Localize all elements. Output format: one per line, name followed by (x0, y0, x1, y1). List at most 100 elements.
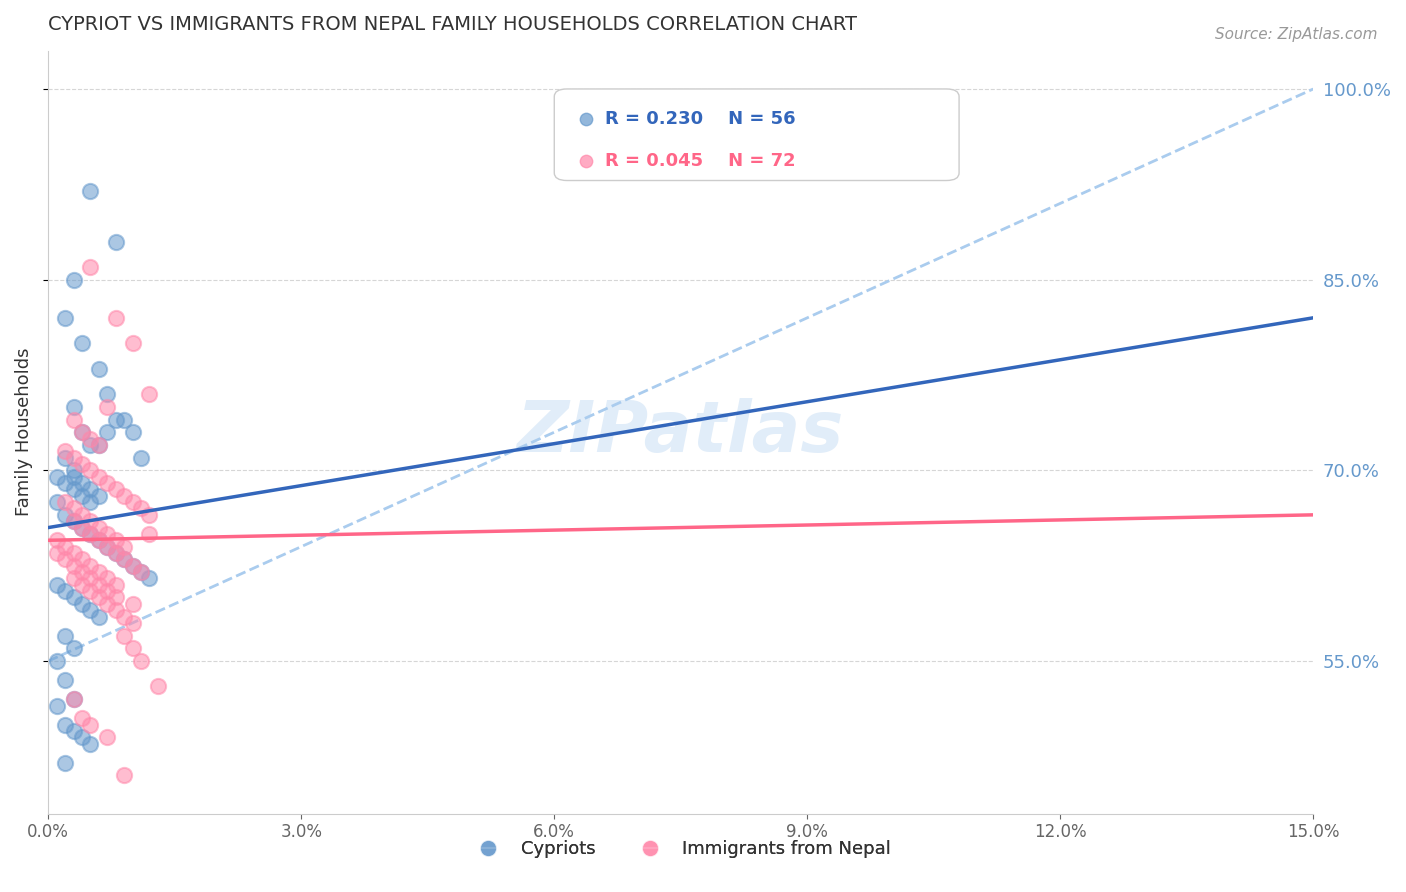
Point (70, 425, 93, 440)
Point (53, 629, 76, 643)
Point (87, 361, 110, 376)
Point (79, 558, 101, 573)
Point (53, 310, 76, 325)
Text: R = 0.045    N = 72: R = 0.045 N = 72 (605, 153, 796, 170)
Point (79, 463, 101, 477)
Point (129, 654, 152, 668)
Legend: Cypriots, Immigrants from Nepal: Cypriots, Immigrants from Nepal (463, 833, 898, 865)
Point (112, 489, 135, 503)
Point (121, 495, 143, 509)
Point (96, 731, 118, 745)
Point (70, 711, 93, 725)
Point (70, 597, 93, 611)
Point (79, 603, 101, 617)
Point (96, 584, 118, 599)
Point (79, 483, 101, 497)
Point (129, 450, 152, 465)
Point (96, 597, 118, 611)
Point (79, 432, 101, 446)
Point (70, 425, 93, 440)
Point (87, 438, 110, 452)
Point (112, 540, 135, 554)
Point (104, 603, 127, 617)
Point (53, 673, 76, 687)
Text: Source: ZipAtlas.com: Source: ZipAtlas.com (1215, 27, 1378, 42)
FancyBboxPatch shape (554, 89, 959, 180)
Point (62, 469, 84, 483)
Point (87, 438, 110, 452)
Point (62, 514, 84, 528)
Point (62, 591, 84, 605)
Point (79, 571, 101, 585)
Point (112, 609, 135, 624)
Point (104, 412, 127, 426)
Point (62, 463, 84, 477)
Point (53, 717, 76, 731)
Point (79, 717, 101, 731)
Point (79, 438, 101, 452)
Point (87, 609, 110, 624)
Point (53, 756, 76, 770)
Point (112, 412, 135, 426)
Point (112, 768, 135, 782)
Point (62, 450, 84, 465)
Point (104, 533, 127, 548)
Point (45, 469, 67, 483)
Point (138, 387, 160, 401)
Point (53, 444, 76, 458)
Point (87, 489, 110, 503)
Point (104, 483, 127, 497)
Point (79, 527, 101, 541)
Point (121, 425, 143, 440)
Point (96, 527, 118, 541)
Point (96, 571, 118, 585)
Point (112, 629, 135, 643)
Point (70, 520, 93, 534)
Point (45, 698, 67, 713)
Point (70, 565, 93, 579)
Point (79, 527, 101, 541)
Point (96, 400, 118, 414)
Point (70, 336, 93, 351)
Point (104, 235, 127, 249)
Point (62, 501, 84, 516)
Point (53, 495, 76, 509)
Point (53, 540, 76, 554)
Point (62, 571, 84, 585)
Point (62, 641, 84, 656)
Text: CYPRIOT VS IMMIGRANTS FROM NEPAL FAMILY HOUSEHOLDS CORRELATION CHART: CYPRIOT VS IMMIGRANTS FROM NEPAL FAMILY … (48, 15, 858, 34)
Point (62, 558, 84, 573)
Point (146, 680, 169, 694)
Point (104, 310, 127, 325)
Point (45, 533, 67, 548)
Point (104, 591, 127, 605)
Point (79, 184, 101, 198)
Point (104, 546, 127, 560)
Point (62, 692, 84, 706)
Point (96, 425, 118, 440)
Point (70, 457, 93, 471)
Point (45, 654, 67, 668)
Point (53, 584, 76, 599)
Point (87, 591, 110, 605)
Point (112, 552, 135, 566)
Point (53, 476, 76, 491)
Point (45, 578, 67, 592)
Point (62, 723, 84, 738)
Point (96, 540, 118, 554)
Point (87, 578, 110, 592)
Point (104, 578, 127, 592)
Point (79, 495, 101, 509)
Point (79, 514, 101, 528)
Text: R = 0.230    N = 56: R = 0.230 N = 56 (605, 111, 796, 128)
Point (70, 489, 93, 503)
Point (53, 508, 76, 522)
Point (104, 546, 127, 560)
Point (138, 508, 160, 522)
Point (62, 483, 84, 497)
Point (138, 571, 160, 585)
Point (129, 565, 152, 579)
Point (70, 520, 93, 534)
Point (62, 546, 84, 560)
Point (112, 552, 135, 566)
